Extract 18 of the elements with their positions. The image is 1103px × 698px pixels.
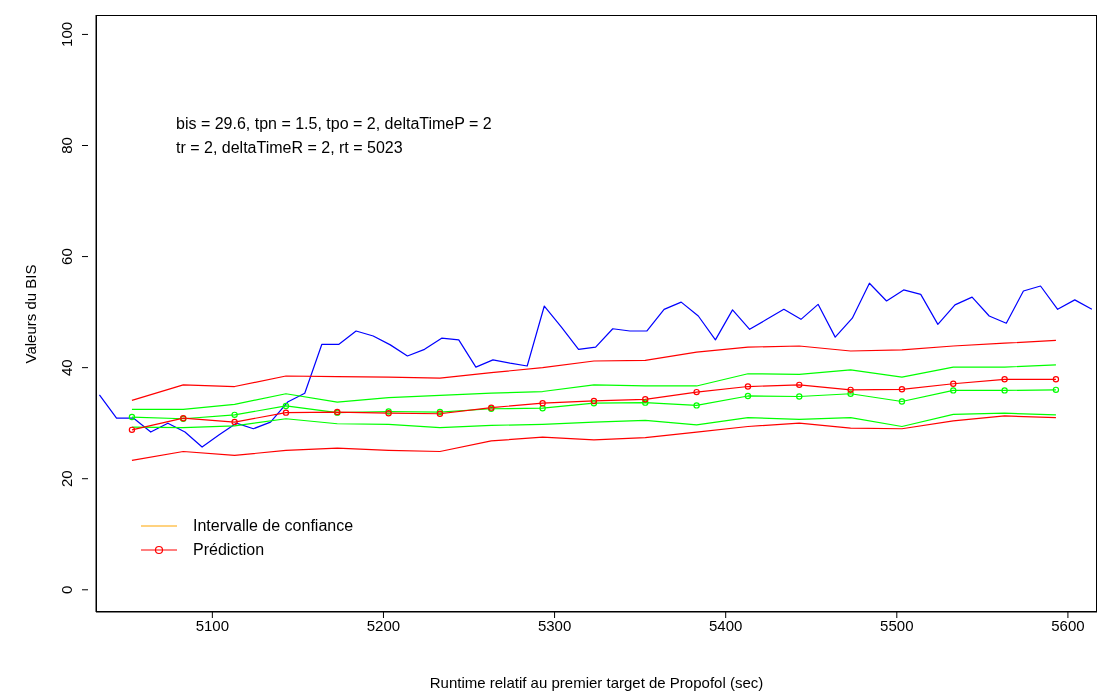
x-tick-label: 5300 bbox=[537, 616, 572, 634]
legend-label: Intervalle de confiance bbox=[193, 517, 354, 535]
x-tick-label: 5100 bbox=[195, 616, 230, 634]
y-axis-title: Valeurs du BIS bbox=[21, 264, 39, 363]
y-tick-label: 40 bbox=[58, 359, 75, 376]
x-tick-label: 5400 bbox=[709, 616, 743, 634]
x-axis-title: Runtime relatif au premier target de Propofol (sec) bbox=[428, 674, 765, 691]
x-tick-label: 5200 bbox=[366, 616, 401, 634]
y-tick-label: 100 bbox=[58, 21, 75, 47]
x-tick-label: 5500 bbox=[880, 616, 914, 634]
annotation: bis = 29.6, tpn = 1.5, tpo = 2, deltaTimeP = 2 bbox=[176, 114, 492, 134]
annotation: tr = 2, deltaTimeR = 2, rt = 5023 bbox=[176, 138, 404, 158]
x-tick-label: 5600 bbox=[1051, 616, 1085, 634]
y-tick-label: 60 bbox=[58, 248, 75, 265]
y-tick-label: 20 bbox=[58, 470, 75, 488]
y-tick-label: 0 bbox=[58, 585, 75, 594]
y-tick-label: 80 bbox=[58, 137, 75, 154]
legend-label: Prédiction bbox=[193, 541, 265, 559]
